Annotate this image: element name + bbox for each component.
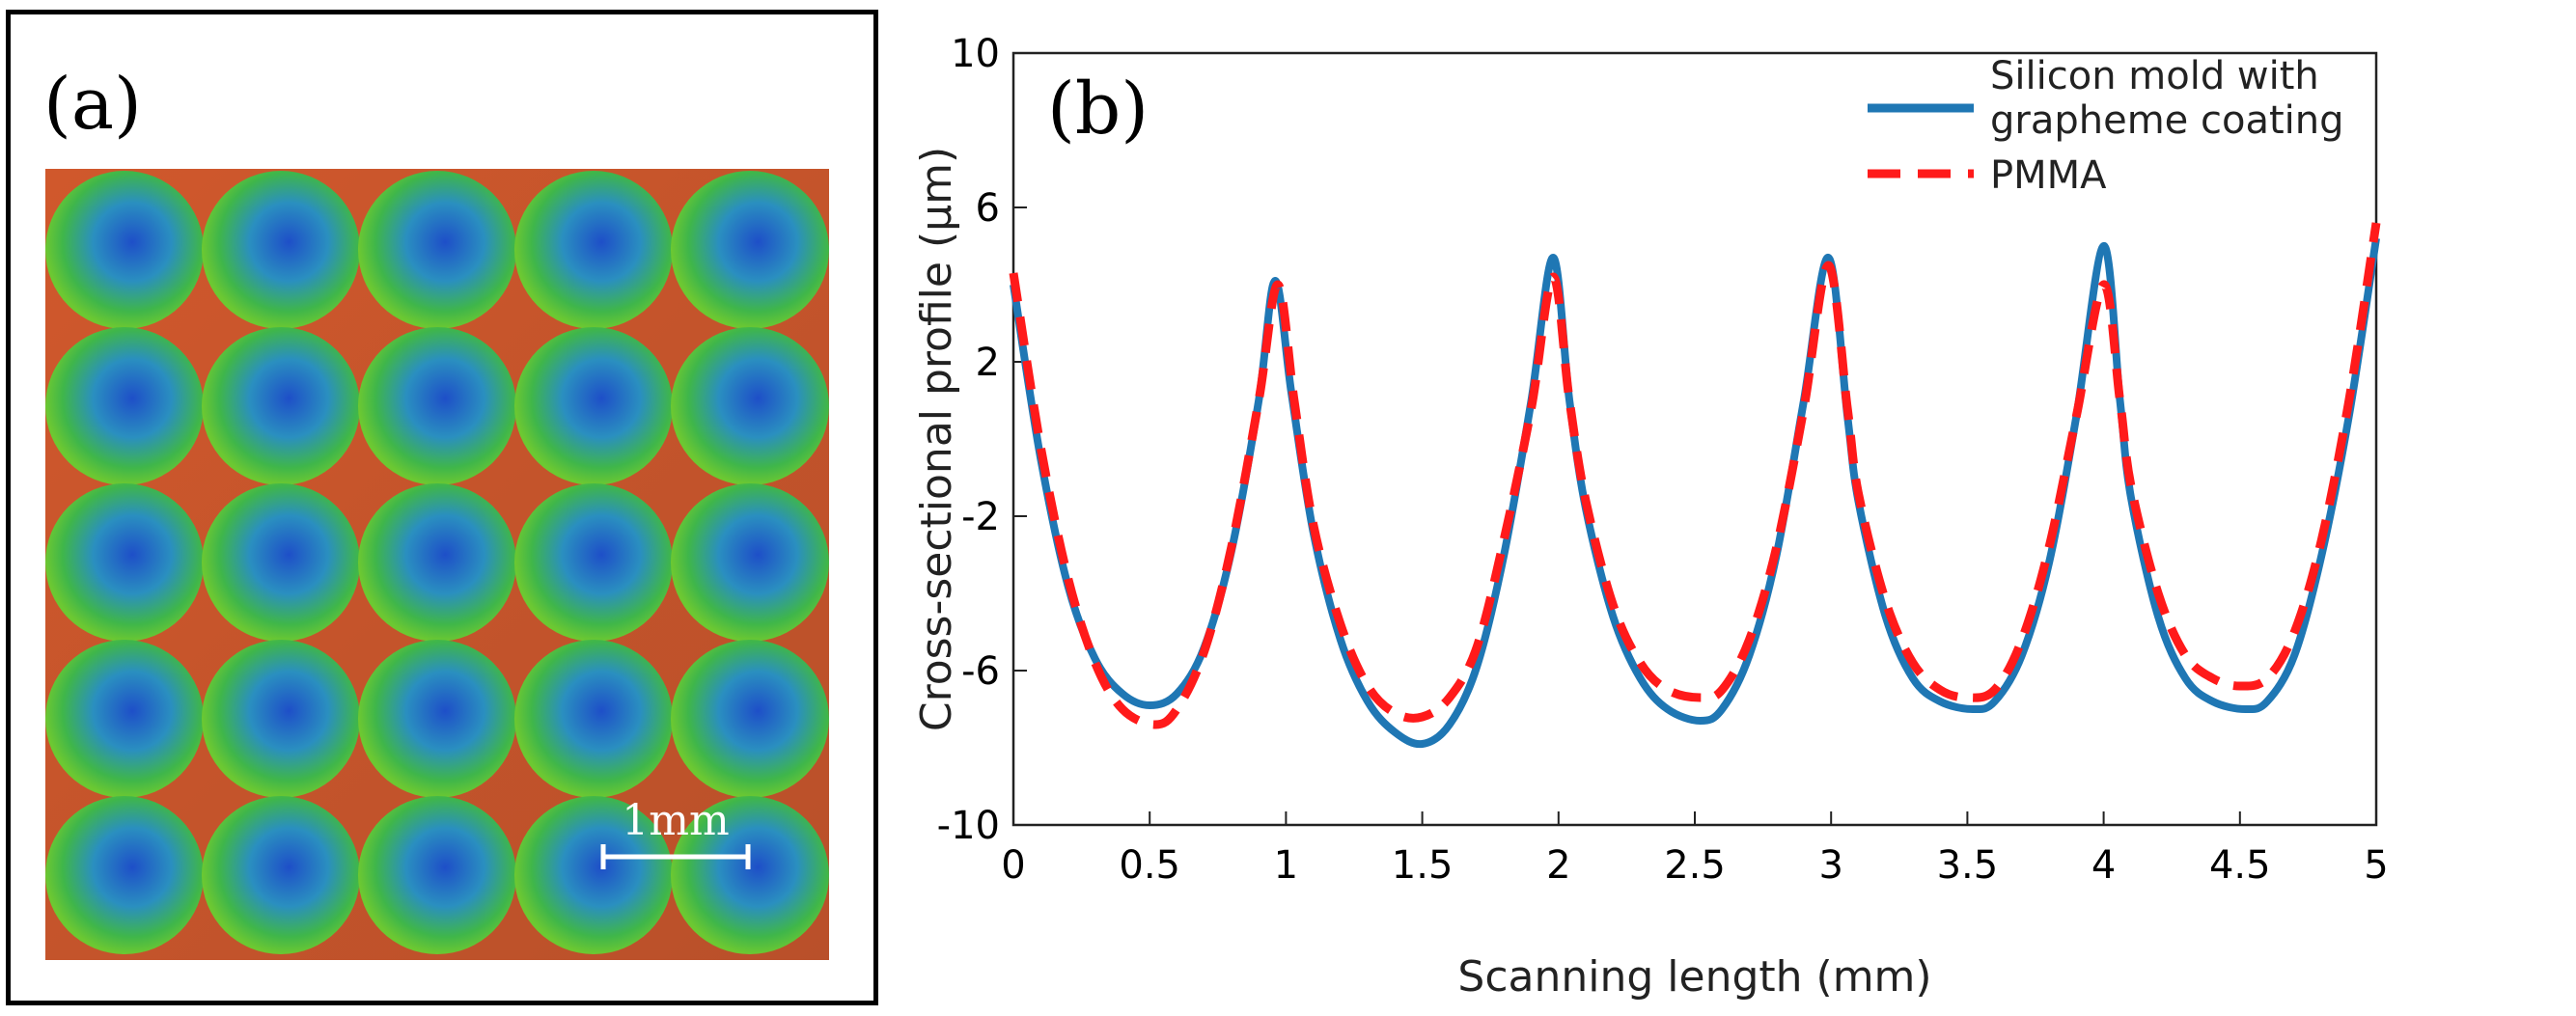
- y-tick-label: -6: [961, 649, 1000, 694]
- plot-area: [1011, 51, 2378, 827]
- lens-grid: [45, 171, 829, 954]
- lens-dome: [358, 796, 516, 954]
- x-tick-label: 2.5: [1664, 843, 1726, 888]
- series-line-pmma: [1009, 222, 2381, 729]
- panel-a-label: (a): [43, 63, 142, 146]
- scale-bar-label: 1mm: [622, 796, 729, 845]
- lens-dome: [358, 640, 516, 798]
- lens-dome: [45, 327, 204, 485]
- tick-group: 0 0.5 1 1.5 2 2.5 3 3.5 4 4.5 5 -10 -6 -2 2 6 10: [937, 32, 2389, 888]
- lens-dome: [358, 327, 516, 485]
- lens-dome: [202, 171, 360, 329]
- lens-dome: [358, 483, 516, 642]
- lens-dome: [202, 796, 360, 954]
- lens-dome: [514, 483, 673, 642]
- lens-dome: [45, 483, 204, 642]
- legend-label-pmma: PMMA: [1990, 153, 2107, 198]
- microlens-array-image: 1mm: [45, 169, 829, 960]
- x-tick-label: 0.5: [1119, 843, 1180, 888]
- y-tick-label: -10: [937, 804, 1000, 848]
- legend: Silicon mold with grapheme coating PMMA: [1868, 54, 2344, 198]
- lens-dome: [671, 640, 829, 798]
- lens-dome: [671, 327, 829, 485]
- lens-dome: [202, 327, 360, 485]
- x-tick-label: 1.5: [1392, 843, 1454, 888]
- lens-dome: [45, 640, 204, 798]
- y-tick-label: 10: [951, 32, 1000, 76]
- x-axis-label: Scanning length (mm): [1457, 952, 1931, 1002]
- x-tick-label: 3: [1818, 843, 1842, 888]
- x-tick-label: 1: [1274, 843, 1298, 888]
- x-tick-label: 4.5: [2209, 843, 2271, 888]
- lens-dome: [202, 483, 360, 642]
- y-tick-label: -2: [961, 495, 1000, 539]
- lens-dome: [671, 171, 829, 329]
- x-tick-label: 5: [2364, 843, 2388, 888]
- series-group: [1009, 222, 2381, 749]
- x-tick-label: 4: [2091, 843, 2116, 888]
- y-tick-label: 6: [976, 186, 1000, 231]
- lens-dome: [671, 483, 829, 642]
- profile-chart: 0 0.5 1 1.5 2 2.5 3 3.5 4 4.5 5 -10 -6 -2 2 6 10 (b) Sil…: [912, 32, 2389, 1002]
- legend-label-silicon-line1: Silicon mold with: [1990, 54, 2319, 98]
- panel-a-frame: (a) 1mm: [6, 10, 878, 1005]
- lens-dome: [45, 796, 204, 954]
- lens-dome: [514, 640, 673, 798]
- lens-dome: [202, 640, 360, 798]
- lens-dome: [358, 171, 516, 329]
- panel-b-label: (b): [1047, 68, 1149, 151]
- lens-dome: [671, 796, 829, 954]
- y-axis-label: Cross-sectional profile (µm): [912, 147, 961, 731]
- y-tick-label: 2: [976, 341, 1000, 385]
- lens-dome: [514, 796, 673, 954]
- x-tick-label: 0: [1001, 843, 1025, 888]
- lens-dome: [514, 171, 673, 329]
- lens-dome: [514, 327, 673, 485]
- legend-label-silicon-line2: grapheme coating: [1990, 98, 2344, 143]
- x-tick-label: 2: [1546, 843, 1570, 888]
- lens-dome: [45, 171, 204, 329]
- x-tick-label: 3.5: [1937, 843, 1999, 888]
